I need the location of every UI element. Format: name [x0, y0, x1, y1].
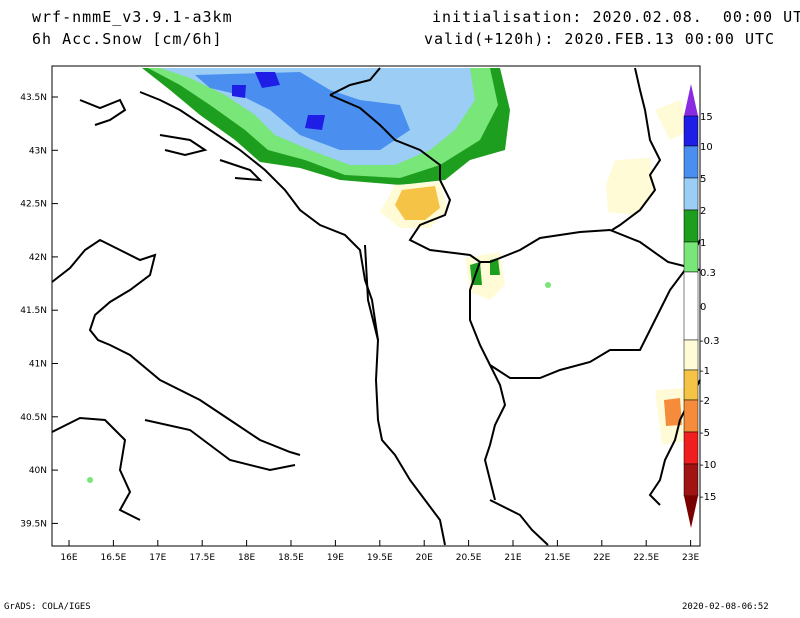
lon-label: 17E	[149, 553, 166, 563]
colorbar-label: 0.3	[700, 268, 716, 279]
lon-label: 19E	[327, 553, 344, 563]
lat-label: 41N	[29, 360, 47, 370]
init-time: initialisation: 2020.02.08. 00:00 UTC	[432, 8, 800, 26]
lat-label: 39.5N	[20, 519, 47, 529]
colorbar-segment	[683, 115, 699, 147]
lat-label: 43N	[29, 146, 47, 156]
field-name: 6h Acc.Snow [cm/6h]	[32, 30, 223, 48]
lat-label: 43.5N	[20, 93, 47, 103]
model-name: wrf-nmmE_v3.9.1-a3km	[32, 8, 233, 26]
rain-field	[87, 100, 690, 483]
lon-label: 18E	[238, 553, 255, 563]
lon-label: 16.5E	[101, 553, 127, 563]
colorbar-segment	[683, 399, 699, 433]
colorbar-segment	[683, 369, 699, 401]
colorbar-segment	[683, 463, 699, 497]
colorbar-label: 5	[700, 174, 706, 185]
colorbar-segment	[683, 271, 699, 341]
colorbar-label: 15	[700, 112, 713, 123]
colorbar-bottom-arrow	[684, 496, 698, 528]
lon-label: 23E	[682, 553, 699, 563]
lat-label: 42N	[29, 253, 47, 263]
colorbar-segment	[683, 241, 699, 273]
lon-label: 22E	[593, 553, 610, 563]
colorbar-segment	[683, 177, 699, 211]
colorbar-label: -1	[700, 366, 710, 377]
colorbar-label: -2	[700, 396, 710, 407]
colorbar-label: 2	[700, 206, 706, 217]
colorbar-label: 0	[700, 302, 706, 313]
lat-label: 40N	[29, 466, 47, 476]
coastlines	[51, 67, 701, 546]
lat-label: 42.5N	[20, 200, 47, 210]
plot-frame	[51, 65, 701, 547]
colorbar-segment	[683, 431, 699, 465]
lon-label: 20E	[416, 553, 433, 563]
footer-credit: GrADS: COLA/IGES	[4, 602, 91, 612]
lon-label: 22.5E	[633, 553, 659, 563]
colorbar-label: -5	[700, 428, 710, 439]
lon-label: 21.5E	[545, 553, 571, 563]
snow-field	[142, 68, 510, 185]
lon-label: 17.5E	[189, 553, 215, 563]
lon-label: 19.5E	[367, 553, 393, 563]
lat-label: 41.5N	[20, 306, 47, 316]
colorbar-segment	[683, 339, 699, 371]
colorbar-label: 10	[700, 142, 713, 153]
valid-time: valid(+120h): 2020.FEB.13 00:00 UTC	[424, 30, 776, 48]
lon-label: 18.5E	[278, 553, 304, 563]
colorbar-top-arrow	[684, 84, 698, 116]
colorbar-label: -10	[700, 460, 716, 471]
lon-label: 20.5E	[456, 553, 482, 563]
colorbar-label: 1	[700, 238, 706, 249]
latitude-axis: 43.5N 43N 42.5N 42N 41.5N 41N 40.5N 40N 39.5N	[20, 93, 58, 529]
footer-timestamp: 2020-02-08-06:52	[682, 602, 769, 612]
colorbar-segment	[683, 145, 699, 179]
colorbar-label: -0.3	[700, 336, 720, 347]
lat-label: 40.5N	[20, 413, 47, 423]
lon-label: 16E	[60, 553, 77, 563]
lon-label: 21E	[504, 553, 521, 563]
colorbar-label: -15	[700, 492, 716, 503]
colorbar-segment	[683, 209, 699, 243]
borders	[329, 67, 701, 501]
colorbar: 15 10 5 2 1 0.3 0 -0.3 -1 -2 -5 -10 -15	[683, 84, 720, 528]
longitude-axis: 16E 16.5E 17E 17.5E 18E 18.5E 19E 19.5E 20E 20.5E…	[60, 540, 699, 563]
